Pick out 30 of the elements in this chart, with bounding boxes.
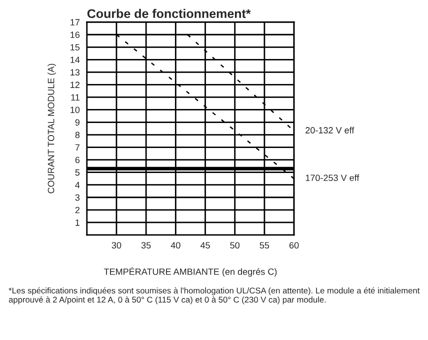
y-tick-label: 14 (70, 56, 80, 63)
x-tick-label: 60 (289, 242, 299, 249)
y-tick-label: 11 (71, 94, 80, 100)
y-tick-label: 5 (75, 169, 80, 176)
y-tick-label: 2 (75, 206, 80, 214)
y-tick-label: 17 (70, 19, 80, 26)
x-tick-label: 50 (230, 242, 240, 249)
y-tick-label: 4 (75, 182, 80, 188)
x-tick-label: 55 (260, 242, 270, 249)
y-tick-label: 13 (70, 69, 80, 76)
y-tick-label: 6 (75, 156, 80, 164)
y-tick-label: 9 (75, 119, 80, 126)
y-tick-label: 10 (70, 106, 80, 114)
x-tick-label: 45 (200, 242, 210, 249)
y-tick-label: 8 (75, 132, 80, 138)
y-tick-label: 3 (75, 194, 80, 201)
series-label: 20-132 V eff (306, 126, 354, 134)
x-tick-label: 35 (141, 242, 151, 249)
text: *Les spécifications indiquées sont soumises à l'homologation UL/CSA (en attente). Le module a été initialement approuvé à 2 A/point et 12 A, 0 à 50° C (115 V ca) et 0 à 50° C (230 V ca) par module. (8, 287, 420, 304)
y-tick-label: 1 (76, 219, 80, 226)
x-tick-label: 30 (112, 242, 122, 249)
y-axis-title: COURANT TOTAL MODULE (A) (48, 64, 56, 194)
y-tick-label: 16 (70, 32, 80, 38)
series-label: 170-253 V eff (306, 174, 360, 182)
y-tick-label: 15 (70, 44, 80, 50)
y-tick-label: 12 (70, 82, 80, 88)
y-tick-label: 7 (75, 144, 80, 151)
x-tick-label: 40 (170, 242, 180, 249)
x-axis-title: TEMPÉRATURE AMBIANTE (en degrés C) (104, 266, 277, 277)
chart-title: Courbe de fonctionnement* (87, 8, 251, 18)
